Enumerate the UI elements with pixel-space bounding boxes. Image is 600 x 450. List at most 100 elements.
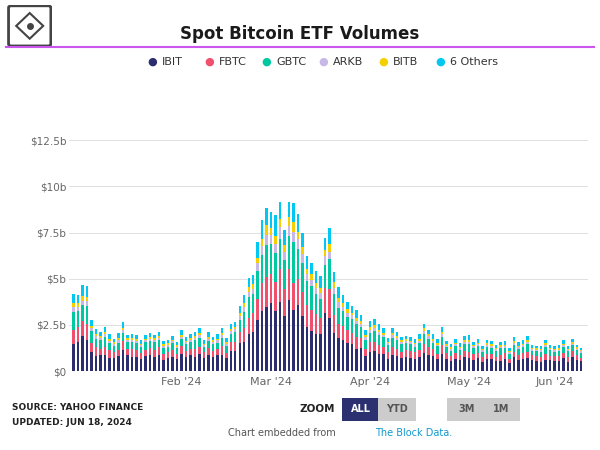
Bar	[548, 347, 551, 349]
Bar	[364, 356, 367, 371]
Bar	[324, 265, 326, 288]
Bar	[373, 331, 376, 342]
Bar	[400, 341, 403, 342]
Bar	[494, 345, 497, 348]
Bar	[221, 355, 223, 371]
Bar	[117, 338, 119, 340]
Bar	[72, 307, 75, 312]
Bar	[400, 358, 403, 371]
Bar	[72, 303, 75, 307]
Bar	[288, 300, 290, 371]
Bar	[256, 298, 259, 320]
Bar	[283, 245, 286, 252]
Bar	[256, 320, 259, 371]
Bar	[373, 319, 376, 325]
Bar	[99, 338, 101, 340]
Bar	[503, 342, 506, 345]
Bar	[575, 360, 578, 371]
Bar	[324, 238, 326, 250]
Bar	[171, 351, 173, 357]
Bar	[454, 344, 457, 346]
Bar	[230, 328, 232, 331]
Bar	[508, 354, 511, 359]
Bar	[360, 315, 362, 321]
Bar	[355, 321, 358, 324]
Bar	[503, 348, 506, 353]
Bar	[485, 345, 488, 347]
Bar	[382, 333, 385, 335]
FancyBboxPatch shape	[378, 398, 416, 421]
Bar	[297, 305, 299, 371]
Bar	[189, 334, 191, 338]
Bar	[557, 350, 560, 351]
Bar	[418, 334, 421, 339]
Bar	[297, 214, 299, 232]
Bar	[288, 236, 290, 269]
Bar	[432, 339, 434, 341]
Bar	[553, 356, 556, 361]
Bar	[337, 308, 340, 324]
Bar	[530, 356, 533, 360]
Bar	[180, 346, 182, 354]
Bar	[221, 333, 223, 335]
Bar	[292, 222, 295, 232]
Bar	[566, 356, 569, 361]
Bar	[535, 350, 538, 351]
Bar	[580, 351, 583, 353]
Bar	[436, 345, 439, 346]
Bar	[243, 312, 245, 328]
Text: ●: ●	[435, 57, 445, 67]
Bar	[131, 334, 133, 338]
Bar	[319, 275, 322, 288]
Bar	[144, 342, 146, 350]
Bar	[499, 342, 502, 345]
Bar	[387, 352, 389, 359]
FancyBboxPatch shape	[482, 398, 520, 421]
Bar	[414, 346, 416, 352]
Bar	[418, 350, 421, 357]
Bar	[382, 347, 385, 354]
Bar	[108, 339, 110, 341]
Bar	[490, 341, 493, 344]
Bar	[535, 346, 538, 348]
Bar	[544, 345, 547, 347]
Bar	[126, 338, 128, 340]
Bar	[405, 336, 407, 339]
Bar	[212, 340, 214, 342]
Bar	[153, 357, 155, 371]
Bar	[180, 354, 182, 371]
Bar	[252, 275, 254, 284]
Bar	[234, 322, 236, 327]
Text: 3M: 3M	[458, 405, 475, 414]
Bar	[140, 345, 142, 347]
Bar	[580, 353, 583, 358]
Bar	[113, 352, 115, 358]
Bar	[122, 328, 124, 330]
Bar	[490, 359, 493, 371]
Bar	[517, 346, 520, 347]
Bar	[342, 340, 344, 371]
Bar	[288, 225, 290, 236]
Bar	[239, 343, 241, 371]
Bar	[86, 306, 88, 324]
Bar	[185, 341, 187, 342]
Bar	[436, 343, 439, 345]
Bar	[387, 338, 389, 342]
Bar	[167, 340, 169, 343]
Bar	[337, 298, 340, 302]
Bar	[149, 348, 151, 355]
Bar	[454, 342, 457, 344]
Bar	[526, 351, 529, 358]
Bar	[575, 345, 578, 347]
Text: ●: ●	[261, 57, 271, 67]
Bar	[167, 352, 169, 359]
Bar	[292, 310, 295, 371]
Bar	[423, 353, 425, 371]
Text: IBIT: IBIT	[162, 57, 183, 67]
Bar	[441, 345, 443, 354]
Bar	[203, 347, 205, 352]
Bar	[472, 348, 475, 354]
Bar	[467, 352, 470, 358]
Bar	[212, 337, 214, 340]
Bar	[279, 269, 281, 302]
